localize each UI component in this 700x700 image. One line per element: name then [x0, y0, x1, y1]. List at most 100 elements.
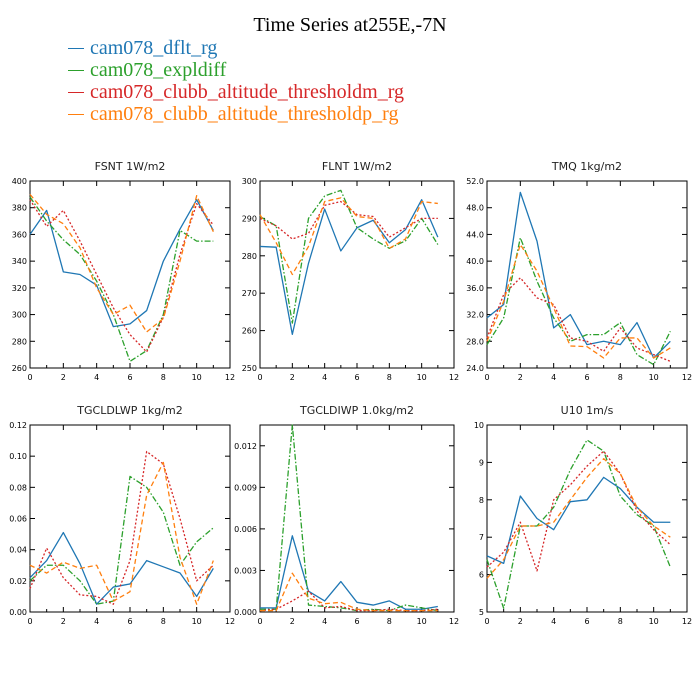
- chart-title: U10 1m/s: [561, 404, 614, 417]
- chart-panel: U10 1m/s 0 2 4 6 8 10 12 5 6 7 8 9 10: [474, 404, 692, 626]
- x-tick-label: 6: [354, 617, 359, 626]
- chart-panel: FLNT 1W/m2 0 2 4 6 8 10 12 250 260 270 280 290 300: [242, 160, 459, 382]
- x-tick-label: 6: [127, 617, 132, 626]
- x-tick-label: 6: [584, 373, 589, 382]
- series-line: [486, 277, 671, 362]
- x-tick-label: 8: [161, 373, 166, 382]
- y-tick-label: 7: [479, 533, 484, 542]
- x-tick-label: 12: [225, 373, 235, 382]
- chart-panel: FSNT 1W/m2 0 2 4 6 8 10 12 260 280 300 320 340 360 380…: [12, 160, 235, 382]
- x-tick-label: 2: [290, 617, 295, 626]
- x-tick-label: 2: [290, 373, 295, 382]
- y-tick-label: 360: [12, 230, 27, 239]
- chart-panel: TGCLDIWP 1.0kg/m2 0 2 4 6 8 10 12 0.000 0.003 0.00…: [234, 404, 459, 626]
- series-line: [29, 475, 214, 605]
- series-line: [259, 590, 438, 612]
- series-line: [259, 200, 438, 240]
- y-tick-label: 0.012: [234, 442, 257, 451]
- y-tick-label: 24.0: [466, 364, 484, 373]
- legend-line-swatch: [68, 92, 84, 93]
- series-line: [260, 424, 438, 612]
- x-tick-label: 0: [484, 617, 489, 626]
- y-tick-label: 260: [242, 327, 257, 336]
- x-tick-label: 2: [61, 373, 66, 382]
- x-tick-label: 4: [551, 373, 556, 382]
- chart-panel: TMQ 1kg/m2 0 2 4 6 8 10 12 24.0 28.0 32.0 36.0 40.0 4…: [466, 160, 692, 382]
- x-tick-label: 0: [27, 373, 32, 382]
- x-tick-label: 6: [127, 373, 132, 382]
- y-tick-label: 0.009: [234, 483, 257, 492]
- plot-frame: [259, 424, 455, 613]
- chart-title: TGCLDIWP 1.0kg/m2: [299, 404, 414, 417]
- x-tick-label: 10: [417, 617, 427, 626]
- series-line: [486, 476, 671, 565]
- y-tick-label: 0.000: [234, 608, 257, 617]
- legend-line-swatch: [68, 114, 84, 115]
- x-tick-label: 8: [618, 617, 623, 626]
- x-tick-label: 2: [61, 617, 66, 626]
- series-line: [259, 199, 439, 335]
- y-tick-label: 0.10: [9, 452, 27, 461]
- x-tick-label: 12: [449, 617, 459, 626]
- x-tick-label: 10: [417, 373, 427, 382]
- series-line: [29, 450, 214, 605]
- series-line: [486, 458, 671, 579]
- chart-title: FSNT 1W/m2: [95, 160, 166, 173]
- chart-title: FLNT 1W/m2: [322, 160, 392, 173]
- series-line: [29, 199, 214, 353]
- x-tick-label: 8: [387, 373, 392, 382]
- y-tick-label: 290: [242, 214, 257, 223]
- series-line: [29, 196, 214, 362]
- series-line: [260, 535, 438, 610]
- chart-title: TGCLDLWP 1kg/m2: [76, 404, 182, 417]
- y-tick-label: 0.02: [9, 577, 27, 586]
- x-tick-label: 0: [257, 373, 262, 382]
- y-tick-label: 0.06: [9, 515, 27, 524]
- y-tick-label: 0.00: [9, 608, 27, 617]
- x-tick-label: 0: [484, 373, 489, 382]
- y-tick-label: 340: [12, 257, 27, 266]
- y-tick-label: 44.0: [466, 230, 484, 239]
- plot-frame: [259, 180, 455, 369]
- x-tick-label: 4: [322, 617, 327, 626]
- chart-main-title: Time Series at255E,-7N: [253, 14, 447, 36]
- series-line: [486, 243, 671, 359]
- x-tick-label: 8: [387, 617, 392, 626]
- x-tick-label: 2: [518, 373, 523, 382]
- series-line: [486, 237, 671, 366]
- x-tick-label: 6: [354, 373, 359, 382]
- y-tick-label: 36.0: [466, 284, 484, 293]
- series-line: [29, 531, 214, 605]
- y-tick-label: 8: [479, 496, 484, 505]
- x-tick-label: 4: [551, 617, 556, 626]
- y-tick-label: 10: [474, 421, 484, 430]
- x-tick-label: 12: [449, 373, 459, 382]
- series-line: [259, 189, 439, 324]
- y-tick-label: 280: [242, 252, 257, 261]
- x-tick-label: 10: [649, 617, 659, 626]
- y-tick-label: 6: [479, 571, 484, 580]
- chart-title: TMQ 1kg/m2: [551, 160, 622, 173]
- x-tick-label: 2: [518, 617, 523, 626]
- plot-frame: [486, 180, 688, 369]
- plot-frame: [29, 180, 231, 369]
- series-line: [29, 193, 214, 333]
- legend-label: cam078_clubb_altitude_thresholdm_rg: [90, 81, 405, 103]
- y-tick-label: 320: [12, 284, 27, 293]
- series-line: [259, 197, 438, 276]
- y-tick-label: 52.0: [466, 177, 484, 186]
- y-tick-label: 0.006: [234, 525, 257, 534]
- y-tick-label: 0.08: [9, 483, 27, 492]
- x-tick-label: 10: [649, 373, 659, 382]
- y-tick-label: 260: [12, 364, 27, 373]
- legend-label: cam078_clubb_altitude_thresholdp_rg: [90, 103, 399, 125]
- y-tick-label: 32.0: [466, 311, 484, 320]
- y-tick-label: 5: [479, 608, 484, 617]
- legend-label: cam078_expldiff: [90, 59, 227, 81]
- y-tick-label: 40.0: [466, 257, 484, 266]
- x-tick-label: 0: [257, 617, 262, 626]
- x-tick-label: 4: [94, 373, 99, 382]
- legend-line-swatch: [68, 70, 84, 71]
- chart-panel: TGCLDLWP 1kg/m2 0 2 4 6 8 10 12 0.00 0.02 0.04 0.06…: [9, 404, 235, 626]
